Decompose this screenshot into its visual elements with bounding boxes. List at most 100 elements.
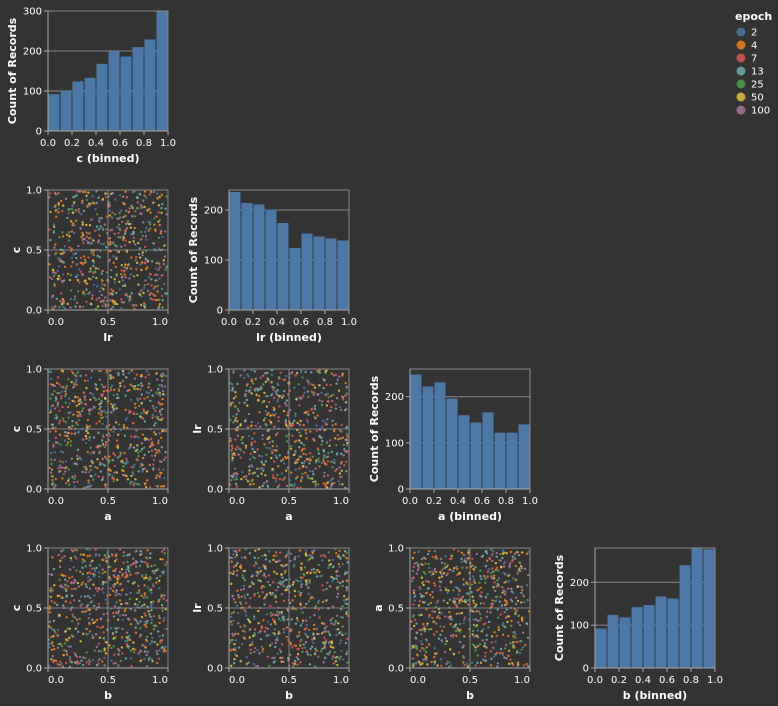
- scatter-point: [229, 418, 232, 422]
- scatter-point: [322, 622, 325, 625]
- scatter-point: [433, 662, 436, 666]
- scatter-point: [490, 641, 494, 644]
- scatter-point: [89, 376, 93, 379]
- scatter-point: [163, 244, 166, 247]
- scatter-point: [127, 447, 131, 450]
- scatter-point: [81, 238, 85, 242]
- scatter-point: [81, 223, 84, 226]
- scatter-point: [59, 443, 62, 446]
- scatter-point: [472, 601, 476, 605]
- scatter-point: [458, 640, 462, 644]
- scatter-point: [427, 603, 430, 606]
- scatter-point: [411, 644, 414, 648]
- scatter-point: [101, 442, 105, 446]
- scatter-point: [299, 486, 302, 489]
- scatter-point: [87, 481, 90, 485]
- scatter-point: [296, 486, 299, 489]
- scatter-point: [295, 439, 298, 442]
- scatter-point: [270, 368, 274, 372]
- scatter-point: [464, 600, 468, 603]
- scatter-point: [161, 407, 164, 411]
- scatter-point: [160, 206, 163, 210]
- scatter-point: [458, 622, 462, 626]
- scatter-point: [121, 572, 125, 576]
- scatter-point: [265, 634, 268, 637]
- scatter-point: [157, 268, 160, 271]
- histogram-bar: [494, 432, 506, 489]
- scatter-point: [344, 381, 347, 385]
- scatter-point: [144, 556, 148, 559]
- scatter-point: [322, 456, 325, 460]
- scatter-point: [59, 252, 62, 255]
- scatter-point: [76, 273, 79, 277]
- y-axis-title: Count of Records: [553, 554, 566, 661]
- scatter-point: [145, 238, 148, 242]
- scatter-point: [101, 434, 105, 437]
- scatter-point: [301, 611, 304, 614]
- scatter-point: [424, 562, 427, 565]
- scatter-point: [125, 250, 129, 253]
- scatter-point: [102, 409, 106, 413]
- scatter-point: [499, 552, 502, 556]
- scatter-point: [64, 661, 68, 665]
- scatter-point: [272, 554, 276, 558]
- scatter-point: [507, 574, 510, 577]
- scatter-point: [145, 370, 149, 373]
- scatter-point: [256, 399, 260, 402]
- scatter-point: [83, 379, 87, 382]
- y-tick-label: 0: [583, 664, 589, 675]
- scatter-point: [136, 622, 140, 625]
- scatter-point: [71, 424, 74, 428]
- scatter-point: [480, 629, 484, 633]
- scatter-point: [78, 281, 81, 284]
- scatter-point: [158, 418, 161, 421]
- scatter-point: [76, 448, 80, 451]
- y-tick-label: 0.0: [26, 306, 42, 317]
- scatter-point: [83, 279, 86, 283]
- scatter-point: [87, 658, 91, 662]
- scatter-point: [62, 604, 65, 607]
- scatter-point: [267, 378, 270, 382]
- scatter-point: [162, 429, 165, 432]
- scatter-point: [432, 633, 436, 636]
- scatter-point: [118, 454, 122, 458]
- scatter-point: [476, 654, 479, 657]
- scatter-point: [95, 276, 98, 280]
- scatter-point: [52, 619, 56, 623]
- scatter-point: [234, 600, 237, 604]
- scatter-point: [146, 562, 149, 566]
- scatter-point: [312, 393, 315, 396]
- scatter-point: [88, 412, 91, 415]
- scatter-point: [427, 562, 430, 566]
- scatter-point: [141, 467, 145, 471]
- scatter-point: [53, 407, 57, 410]
- scatter-point: [103, 385, 107, 389]
- scatter-point: [139, 620, 142, 623]
- scatter-point: [258, 388, 261, 391]
- scatter-point: [491, 599, 494, 602]
- scatter-point: [322, 459, 325, 462]
- scatter-point: [330, 372, 334, 375]
- scatter-point: [84, 627, 88, 631]
- scatter-point: [344, 486, 347, 490]
- scatter-point: [320, 443, 323, 446]
- scatter-point: [100, 383, 104, 386]
- scatter-point: [470, 590, 473, 594]
- scatter-point: [118, 423, 121, 426]
- scatter-point: [160, 230, 163, 233]
- scatter-point: [314, 485, 317, 488]
- scatter-point: [122, 473, 126, 477]
- scatter-point: [337, 622, 340, 625]
- scatter-point: [514, 564, 517, 568]
- scatter-point: [413, 551, 416, 554]
- scatter-point: [68, 576, 71, 580]
- scatter-point: [71, 419, 74, 423]
- scatter-point: [308, 616, 312, 619]
- scatter-point: [113, 560, 117, 563]
- scatter-point: [57, 422, 61, 425]
- scatter-point: [94, 267, 98, 270]
- scatter-point: [445, 639, 449, 643]
- scatter-point: [49, 370, 53, 374]
- scatter-point: [273, 656, 276, 659]
- scatter-point: [88, 291, 91, 294]
